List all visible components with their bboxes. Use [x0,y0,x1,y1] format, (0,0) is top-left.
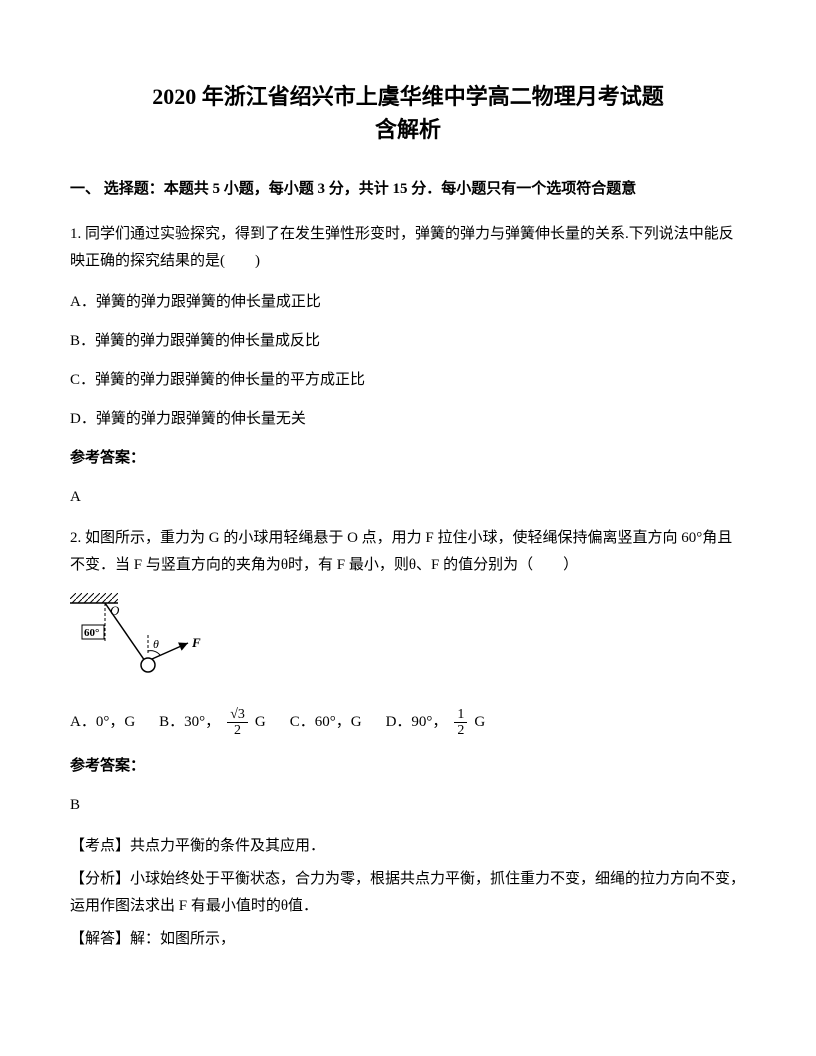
title-line1: 2020 年浙江省绍兴市上虞华维中学高二物理月考试题 [70,80,746,113]
page-title: 2020 年浙江省绍兴市上虞华维中学高二物理月考试题 含解析 [70,80,746,146]
q2-optB-den: 2 [231,723,244,738]
q1-optA: A．弹簧的弹力跟弹簧的伸长量成正比 [70,289,746,316]
ceiling-hatch [70,593,118,603]
q2-kaodian: 【考点】共点力平衡的条件及其应用． [70,833,746,860]
q2-optD-num: 1 [454,707,467,723]
q2-diagram: O 60° θ F [70,593,220,693]
q1-answer-label: 参考答案： [70,445,746,472]
O-label: O [110,603,120,618]
q1-optC: C．弹簧的弹力跟弹簧的伸长量的平方成正比 [70,367,746,394]
rope-line [105,603,145,661]
q2-optD-den: 2 [454,723,467,738]
q2-optB: B．30°， √3 2 G [159,707,266,739]
q2-optD-pre: D．90°， [386,709,448,736]
q2-optC-text: C．60°，G [290,709,362,736]
q2-fenxi: 【分析】小球始终处于平衡状态，合力为零，根据共点力平衡，抓住重力不变，细绳的拉力… [70,866,746,920]
q2-optD-frac: 1 2 [454,707,467,739]
title-line2: 含解析 [70,113,746,146]
q2-optD: D．90°， 1 2 G [386,707,486,739]
q1-optD: D．弹簧的弹力跟弹簧的伸长量无关 [70,406,746,433]
q2-optB-num: √3 [227,707,248,723]
q1-answer: A [70,484,746,511]
section-header: 一、 选择题：本题共 5 小题，每小题 3 分，共计 15 分．每小题只有一个选… [70,176,746,203]
q2-answer: B [70,792,746,819]
q2-stem: 2. 如图所示，重力为 G 的小球用轻绳悬于 O 点，用力 F 拉住小球，使轻绳… [70,525,746,579]
q1-stem: 1. 同学们通过实验探究，得到了在发生弹性形变时，弹簧的弹力与弹簧伸长量的关系.… [70,221,746,275]
theta-arc [148,651,160,655]
angle60-label: 60° [84,627,99,639]
q2-optA: A．0°，G [70,709,135,736]
F-label: F [191,635,201,650]
q2-optB-pre: B．30°， [159,709,220,736]
q1-optB: B．弹簧的弹力跟弹簧的伸长量成反比 [70,328,746,355]
ball-icon [141,658,155,672]
theta-label: θ [153,637,159,651]
q2-optC: C．60°，G [290,709,362,736]
q2-answer-label: 参考答案： [70,753,746,780]
q2-optA-text: A．0°，G [70,709,135,736]
q2-options: A．0°，G B．30°， √3 2 G C．60°，G D．90°， 1 2 … [70,707,746,739]
q2-jieda: 【解答】解：如图所示， [70,926,746,953]
q2-optB-post: G [255,709,266,736]
q2-optD-post: G [474,709,485,736]
q2-optB-frac: √3 2 [227,707,248,739]
